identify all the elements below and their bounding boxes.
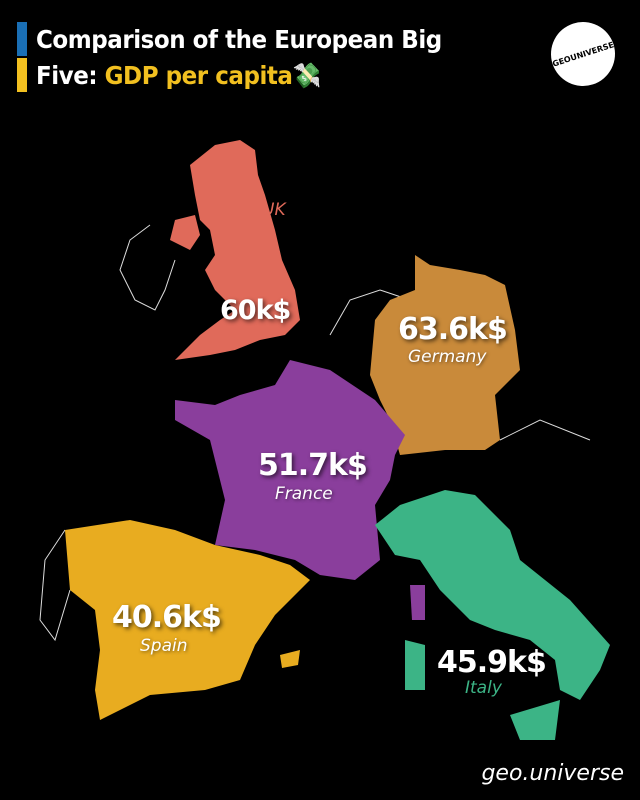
germany-shape [370, 255, 520, 455]
france-value: 51.7k$ [258, 448, 368, 483]
uk-value: 60k$ [220, 295, 291, 326]
uk-shape [170, 140, 300, 360]
flag-yellow-stripe [17, 58, 27, 92]
title-line-1: Comparison of the European Big [36, 25, 442, 54]
germany-label: Germany [408, 347, 487, 367]
france-label: France [275, 484, 333, 504]
balearic-shape [280, 650, 300, 668]
italy-value: 45.9k$ [437, 645, 547, 680]
italy-label: Italy [465, 678, 502, 698]
spain-shape [65, 520, 310, 720]
flag-blue-stripe [17, 22, 27, 56]
account-handle: geo.universe [481, 761, 624, 786]
page-title: Comparison of the European Big Five: GDP… [36, 22, 442, 94]
france-shape [175, 360, 405, 580]
portugal-outline [39, 529, 71, 642]
uk-label: UK [262, 200, 286, 220]
spain-value: 40.6k$ [112, 600, 222, 635]
money-hand-icon: 💸 [292, 61, 321, 90]
corsica-shape [410, 585, 425, 620]
ireland-outline [119, 224, 176, 311]
austria-outline [499, 419, 591, 441]
title-prefix: Five: [36, 61, 105, 90]
germany-value: 63.6k$ [398, 312, 508, 347]
title-line-2: Five: GDP per capita💸 [36, 58, 442, 94]
italy-shape [375, 490, 610, 740]
neighbor-borders [39, 224, 591, 642]
benelux-outline [329, 289, 411, 336]
spain-label: Spain [140, 636, 188, 656]
title-accent: GDP per capita [104, 61, 293, 90]
